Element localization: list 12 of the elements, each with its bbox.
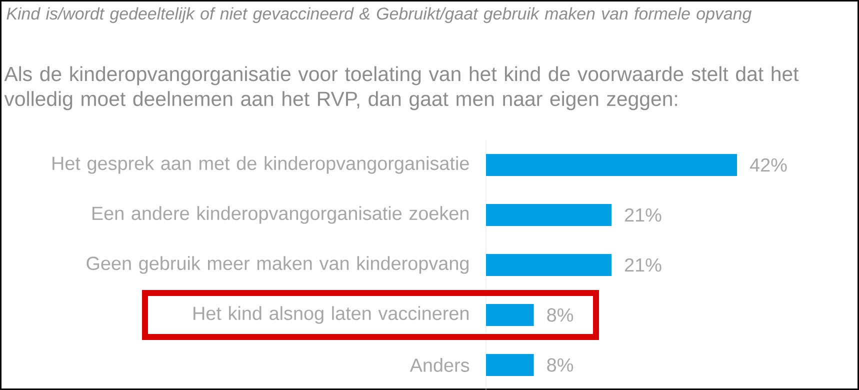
y-tick-label: Geen gebruik meer maken van kinderopvang — [86, 256, 468, 274]
data-label: 21% — [624, 258, 662, 272]
y-tick-label: Een andere kinderopvangorganisatie zoeken — [92, 206, 468, 224]
data-label: 42% — [750, 158, 787, 172]
y-tick-label: Het kind alsnog laten vaccineren — [194, 306, 469, 324]
data-label: 8% — [547, 308, 574, 322]
y-tick-label: Het gesprek aan met de kinderopvangorganisatie — [52, 156, 469, 174]
y-tick-label: Anders — [410, 358, 470, 372]
chart-title: Kind is/wordt gedeeltelijk of niet gevaccineerd & Gebruikt/gaat gebruik maken van formele opvang — [6, 7, 752, 23]
data-label: 8% — [547, 358, 574, 372]
chart-subtitle: Als de kinderopvangorganisatie voor toelating van het kind de voorwaarde stelt dat het volledig moet deelnemen aan het RVP, dan gaat men naar eigen zeggen: — [4, 66, 799, 110]
data-label: 21% — [624, 208, 662, 222]
